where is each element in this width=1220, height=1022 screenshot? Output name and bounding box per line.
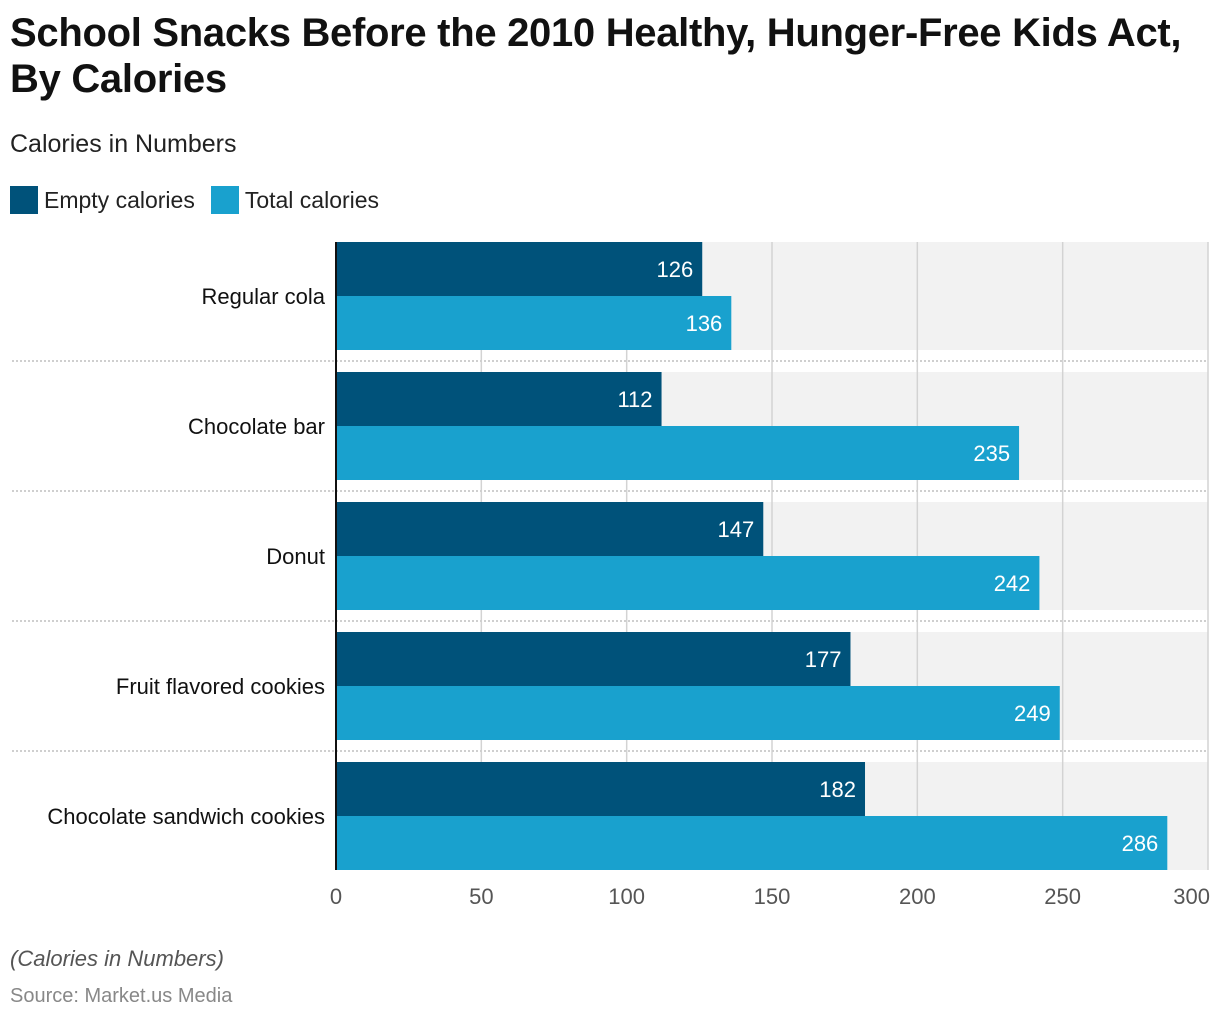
data-label: 235 xyxy=(973,441,1010,466)
bar-empty-calories xyxy=(336,632,851,686)
bar-empty-calories xyxy=(336,242,703,296)
x-tick-label: 100 xyxy=(608,884,645,909)
x-tick-label: 200 xyxy=(899,884,936,909)
x-tick-label: 150 xyxy=(754,884,791,909)
data-label: 286 xyxy=(1122,831,1159,856)
footer-note: (Calories in Numbers) xyxy=(10,946,224,971)
legend-label-total-calories: Total calories xyxy=(244,186,380,213)
data-label: 126 xyxy=(657,257,694,282)
data-label: 182 xyxy=(819,777,856,802)
chart-title: School Snacks Before the 2010 Healthy, H… xyxy=(10,11,1182,101)
bar-empty-calories xyxy=(336,372,662,426)
category-label: Fruit flavored cookies xyxy=(116,674,325,699)
data-label: 147 xyxy=(718,517,755,542)
bar-empty-calories xyxy=(336,762,866,816)
bar-total-calories xyxy=(336,816,1168,870)
category-label: Chocolate bar xyxy=(188,414,325,439)
footer-source: Source: Market.us Media xyxy=(10,985,233,1007)
legend-swatch-total-calories xyxy=(210,186,239,214)
bar-total-calories xyxy=(336,426,1020,480)
bar-total-calories xyxy=(336,556,1040,610)
category-label: Donut xyxy=(266,544,325,569)
bar-total-calories xyxy=(336,686,1060,740)
x-tick-label: 300 xyxy=(1173,884,1210,909)
legend-item-empty-calories: Empty calories xyxy=(10,186,195,214)
chart-subtitle: Calories in Numbers xyxy=(10,130,237,158)
legend: Empty calories Total calories xyxy=(10,186,395,214)
legend-label-empty-calories: Empty calories xyxy=(44,186,195,213)
category-label: Regular cola xyxy=(201,284,325,309)
legend-swatch-empty-calories xyxy=(10,186,38,214)
x-tick-label: 0 xyxy=(330,884,342,909)
data-label: 249 xyxy=(1014,701,1051,726)
category-label: Chocolate sandwich cookies xyxy=(47,804,325,829)
data-label: 136 xyxy=(686,311,723,336)
data-label: 177 xyxy=(805,647,842,672)
legend-item-total-calories: Total calories xyxy=(210,186,380,214)
data-label: 242 xyxy=(994,571,1031,596)
x-tick-label: 250 xyxy=(1044,884,1081,909)
data-label: 112 xyxy=(617,387,652,412)
bar-empty-calories xyxy=(336,502,764,556)
x-tick-label: 50 xyxy=(469,884,493,909)
bar-total-calories xyxy=(336,296,732,350)
